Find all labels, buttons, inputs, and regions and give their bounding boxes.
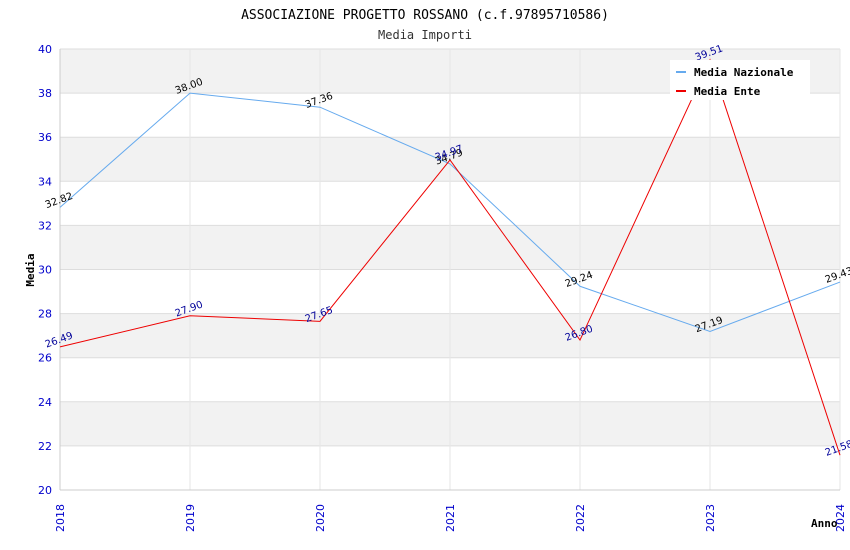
chart-subtitle: Media Importi xyxy=(378,28,472,42)
x-tick-label: 2024 xyxy=(834,504,847,532)
y-tick-label: 26 xyxy=(38,352,52,365)
data-label: 29.24 xyxy=(564,270,595,290)
x-axis-label: Anno xyxy=(811,517,838,530)
x-tick-label: 2018 xyxy=(54,504,67,532)
y-tick-label: 36 xyxy=(38,131,52,144)
legend: Media Nazionale Media Ente xyxy=(670,60,810,100)
y-tick-label: 32 xyxy=(38,219,52,232)
y-tick-label: 20 xyxy=(38,484,52,497)
y-tick-label: 22 xyxy=(38,440,52,453)
x-tick-label: 2020 xyxy=(314,504,327,532)
legend-box xyxy=(670,60,810,100)
x-tick-label: 2019 xyxy=(184,504,197,532)
series-lines xyxy=(59,58,841,456)
legend-label: Media Ente xyxy=(694,85,761,98)
y-tick-label: 28 xyxy=(38,308,52,321)
x-tick-labels: 2018 2019 2020 2021 2022 2023 2024 xyxy=(54,504,847,532)
x-tick-label: 2022 xyxy=(574,504,587,532)
data-label: 32.82 xyxy=(44,191,75,211)
series-line xyxy=(59,92,841,332)
y-axis-label: Media xyxy=(24,253,37,286)
x-tick-label: 2023 xyxy=(704,504,717,532)
y-tick-label: 38 xyxy=(38,87,52,100)
y-tick-label: 40 xyxy=(38,43,52,56)
series-line xyxy=(59,58,841,456)
axes xyxy=(59,49,840,491)
legend-label: Media Nazionale xyxy=(694,66,794,79)
y-tick-label: 34 xyxy=(38,175,52,188)
x-tick-label: 2021 xyxy=(444,504,457,532)
data-label: 37.36 xyxy=(304,91,335,111)
y-tick-label: 30 xyxy=(38,264,52,277)
y-tick-label: 24 xyxy=(38,396,52,409)
y-tick-labels: 20 22 24 26 28 30 32 34 36 38 40 xyxy=(38,43,52,497)
chart-title: ASSOCIAZIONE PROGETTO ROSSANO (c.f.97895… xyxy=(241,8,609,23)
